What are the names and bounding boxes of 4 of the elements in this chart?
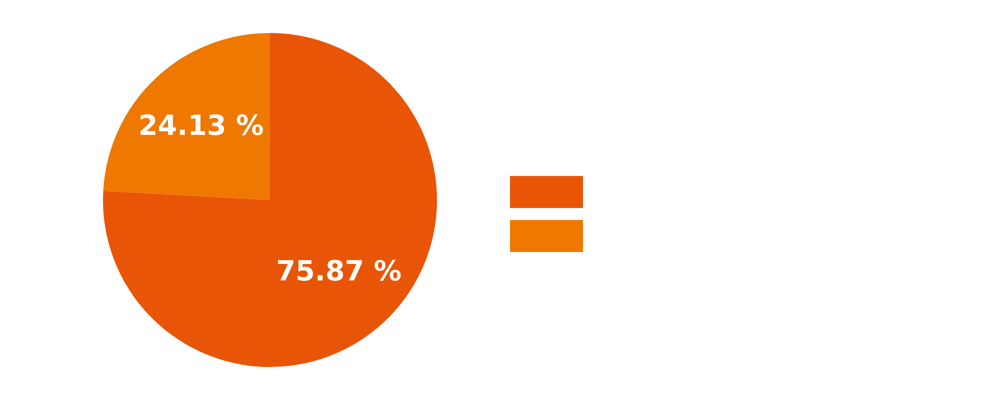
pie-slice [103, 33, 437, 367]
data-label: 24.13 % [140, 114, 263, 136]
pie-slice [103, 33, 270, 200]
data-label: 75.87 % [278, 260, 401, 281]
